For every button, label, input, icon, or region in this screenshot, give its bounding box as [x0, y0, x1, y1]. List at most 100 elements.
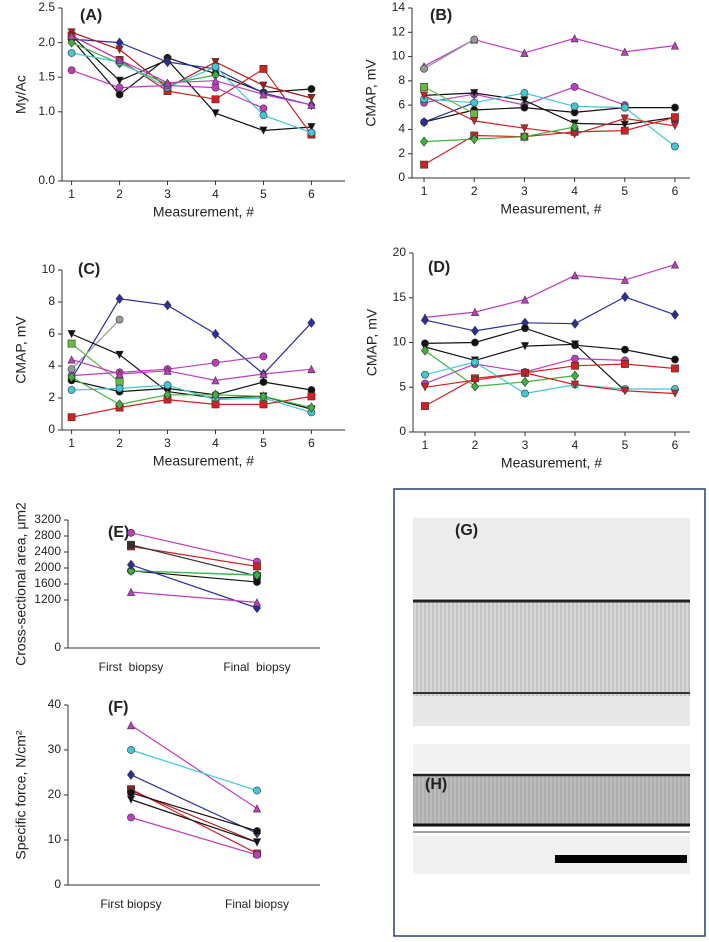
series-line — [71, 343, 120, 383]
series-line — [130, 749, 258, 792]
scale-bar — [555, 855, 687, 863]
data-point — [420, 83, 428, 91]
data-point — [420, 383, 430, 392]
series-line — [424, 363, 676, 407]
x-tick-label: 5 — [621, 184, 628, 198]
y-axis-label: CMAP, mV — [13, 316, 29, 384]
series-line — [130, 544, 258, 577]
series-line — [71, 38, 312, 106]
y-tick-label: 2 — [398, 146, 405, 160]
x-tick-label: 5 — [260, 187, 267, 201]
series-line — [423, 86, 475, 115]
data-point — [67, 372, 76, 383]
panel-label: (H) — [425, 776, 447, 793]
panel-label: (B) — [430, 7, 452, 24]
x-axis-label: Measurement, # — [501, 455, 602, 471]
data-point — [570, 271, 580, 280]
data-point — [671, 113, 679, 122]
data-point — [307, 94, 316, 103]
data-point — [570, 34, 579, 43]
data-point — [470, 376, 480, 385]
y-tick-label: 0 — [54, 640, 61, 654]
y-tick-label: 10 — [393, 335, 407, 349]
data-point — [67, 66, 76, 75]
y-tick-label: 1600 — [34, 576, 61, 590]
y-tick-label: 30 — [48, 742, 62, 756]
data-point — [520, 103, 529, 112]
x-tick-label: 3 — [521, 184, 528, 198]
data-point — [471, 358, 479, 367]
y-tick-label: 1.5 — [38, 69, 55, 83]
data-point — [211, 76, 220, 85]
data-point — [521, 376, 529, 387]
data-point — [621, 360, 629, 368]
series-line — [423, 37, 675, 67]
data-point — [253, 570, 261, 581]
data-point — [127, 813, 135, 822]
data-point — [421, 402, 429, 410]
data-point — [471, 325, 479, 336]
y-tick-label: 20 — [48, 787, 62, 801]
data-point — [571, 318, 579, 329]
data-point — [211, 58, 220, 67]
x-tick-label: 2 — [472, 438, 479, 452]
y-tick-label: 0 — [398, 170, 405, 184]
series-line — [71, 395, 312, 418]
data-point — [307, 364, 316, 374]
x-tick-label: 1 — [422, 438, 429, 452]
chart-panel: 0.0 1.0 1.5 2.0 2.5 1 2 3 4 5 6 Measurement, # My/Ac… — [13, 0, 345, 220]
y-tick-label: 4 — [398, 122, 405, 136]
data-point — [252, 838, 262, 847]
data-point — [211, 109, 220, 118]
series-line — [130, 724, 258, 810]
x-tick-label: 6 — [308, 436, 315, 450]
data-point — [620, 47, 629, 56]
x-tick-label: Final biopsy — [225, 897, 289, 911]
data-point — [211, 83, 220, 92]
data-point — [620, 126, 629, 135]
data-point — [620, 114, 629, 123]
data-point — [115, 315, 124, 324]
y-tick-label: 2400 — [34, 544, 61, 558]
y-tick-label: 0.0 — [38, 173, 55, 187]
data-point — [570, 380, 580, 389]
x-tick-label: 2 — [471, 184, 478, 198]
series-line — [71, 376, 312, 409]
series-line — [71, 52, 312, 134]
y-tick-label: 2.5 — [38, 0, 55, 14]
panel-label: (E) — [108, 524, 129, 541]
data-point — [620, 103, 629, 112]
data-point — [115, 83, 124, 92]
data-point — [115, 90, 124, 99]
data-point — [671, 355, 679, 364]
data-point — [163, 78, 172, 87]
data-point — [570, 340, 580, 349]
data-point — [67, 49, 76, 57]
data-point — [470, 98, 479, 107]
data-point — [211, 358, 220, 367]
y-axis-label: My/Ac — [13, 75, 29, 114]
chart-panel: 0 1200 1600 2000 2400 2800 3200 First biopsy Fin… — [13, 502, 320, 674]
data-point — [307, 85, 316, 93]
data-point — [252, 804, 262, 813]
data-point — [521, 389, 529, 398]
data-point — [259, 64, 268, 73]
data-point — [115, 369, 124, 378]
data-point — [621, 291, 629, 302]
y-axis-label: CMAP, mV — [364, 308, 380, 376]
x-tick-label: 6 — [672, 184, 679, 198]
data-point — [520, 369, 530, 378]
y-tick-label: 0 — [48, 422, 55, 436]
data-point — [671, 364, 679, 373]
data-point — [671, 142, 679, 151]
data-point — [520, 131, 529, 142]
data-point — [163, 366, 172, 375]
data-point — [127, 788, 135, 797]
y-tick-label: 15 — [393, 290, 407, 304]
data-point — [470, 89, 479, 98]
y-tick-label: 6 — [48, 326, 55, 340]
series-line — [71, 35, 312, 106]
data-point — [115, 45, 124, 54]
series-line — [71, 42, 216, 85]
